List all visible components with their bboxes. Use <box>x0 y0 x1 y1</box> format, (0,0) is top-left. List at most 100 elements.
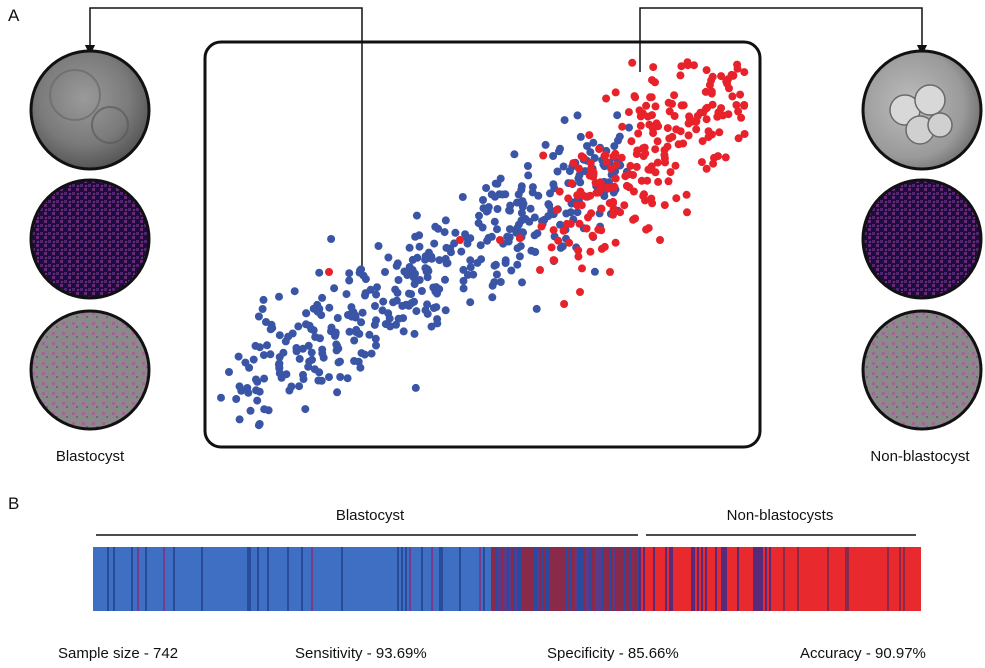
non-blastocyst-point <box>611 88 620 97</box>
bar-stripe <box>251 547 253 611</box>
non-blastocyst-point <box>665 134 674 143</box>
bar-stripe <box>869 547 871 611</box>
bar-stripe <box>657 547 659 611</box>
blastocyst-point <box>589 138 598 147</box>
bar-stripe <box>429 547 431 611</box>
blastocyst-point <box>517 216 526 225</box>
blastocyst-point <box>310 365 319 374</box>
bar-stripe <box>171 547 173 611</box>
non-blastocyst-point <box>587 209 596 218</box>
bar-stripe <box>721 547 723 611</box>
bar-stripe <box>201 547 203 611</box>
bar-stripe <box>515 547 517 611</box>
blastocyst-point <box>625 123 633 132</box>
non-blastocyst-point <box>734 107 743 116</box>
non-blastocyst-point <box>682 190 691 199</box>
bar-stripe <box>209 547 211 611</box>
non-blastocyst-point <box>539 151 548 160</box>
non-blastocyst-point <box>554 236 563 245</box>
bar-stripe <box>609 547 611 611</box>
blastocyst-point <box>333 388 342 397</box>
bar-stripe <box>323 547 325 611</box>
bar-stripe <box>901 547 903 611</box>
blastocyst-point <box>458 193 467 201</box>
non-blastocyst-point <box>606 268 614 276</box>
bar-stripe <box>827 547 829 611</box>
blastocyst-point <box>476 241 485 250</box>
non-blastocyst-point <box>704 133 713 142</box>
bar-stripe <box>819 547 821 611</box>
non-blastocyst-point <box>607 164 616 173</box>
bar-stripe <box>275 547 277 611</box>
blastocyst-point <box>295 382 304 391</box>
bar-stripe <box>829 547 831 611</box>
blastocyst-point <box>357 349 366 358</box>
bar-stripe <box>601 547 603 611</box>
bar-stripe <box>551 547 553 611</box>
blastocyst-point <box>469 270 478 279</box>
bar-stripe <box>841 547 843 611</box>
bar-stripe <box>189 547 191 611</box>
bar-stripe <box>271 547 273 611</box>
bar-stripe <box>533 547 535 611</box>
bar-stripe <box>571 547 573 611</box>
bar-stripe <box>181 547 183 611</box>
non-blastocyst-point <box>732 101 741 109</box>
bar-stripe <box>255 547 257 611</box>
bar-stripe <box>309 547 311 611</box>
blastocyst-point <box>235 415 244 424</box>
bar-stripe <box>545 547 547 611</box>
blastocyst-point <box>294 322 303 331</box>
bar-stripe <box>315 547 317 611</box>
non-blastocyst-point <box>597 204 606 213</box>
bar-stripe <box>849 547 851 611</box>
bar-stripe <box>581 547 583 611</box>
bar-stripe <box>137 547 139 611</box>
bar-stripe <box>691 547 693 611</box>
bar-stripe <box>573 547 575 611</box>
blastocyst-point <box>505 225 514 234</box>
blastocyst-point <box>373 283 381 292</box>
bar-stripe <box>501 547 503 611</box>
blastocyst-point <box>559 162 568 171</box>
bar-stripe <box>777 547 779 611</box>
blastocyst-point <box>573 111 582 120</box>
blastocyst-point <box>254 421 263 430</box>
non-blastocyst-point <box>600 242 609 251</box>
bar-stripe <box>631 547 633 611</box>
bar-stripe <box>733 547 735 611</box>
blastocyst-point <box>241 358 250 367</box>
bar-stripe <box>835 547 837 611</box>
bar-stripe <box>105 547 107 611</box>
sensitivity-metric: Sensitivity - 93.69% <box>295 645 427 662</box>
bar-left-label: Blastocyst <box>335 507 405 524</box>
non-blastocyst-point <box>736 90 745 99</box>
bar-stripe <box>463 547 465 611</box>
bar-stripe <box>403 547 405 611</box>
non-blastocyst-point <box>740 130 749 138</box>
blastocyst-point <box>427 252 436 261</box>
bar-stripe <box>141 547 143 611</box>
bar-stripe <box>363 547 365 611</box>
bar-stripe <box>367 547 369 611</box>
blastocyst-point <box>350 336 359 345</box>
bar-stripe <box>695 547 697 611</box>
bar-stripe <box>753 547 755 611</box>
bar-stripe <box>685 547 687 611</box>
bar-stripe <box>193 547 195 611</box>
bar-stripe <box>897 547 899 611</box>
non-blastocyst-point <box>549 256 558 265</box>
non-blastocyst-point <box>649 129 658 138</box>
blastocyst-point <box>490 217 499 226</box>
bar-stripe <box>435 547 437 611</box>
blastocyst-point <box>391 285 400 294</box>
blastocyst-point <box>544 200 553 209</box>
bar-stripe <box>237 547 239 611</box>
bar-stripe <box>369 547 371 611</box>
blastocyst-point <box>264 406 273 415</box>
bar-stripe <box>509 547 511 611</box>
bar-stripe <box>291 547 293 611</box>
bar-stripe <box>797 547 799 611</box>
bar-stripe <box>809 547 811 611</box>
bar-stripe <box>701 547 703 611</box>
